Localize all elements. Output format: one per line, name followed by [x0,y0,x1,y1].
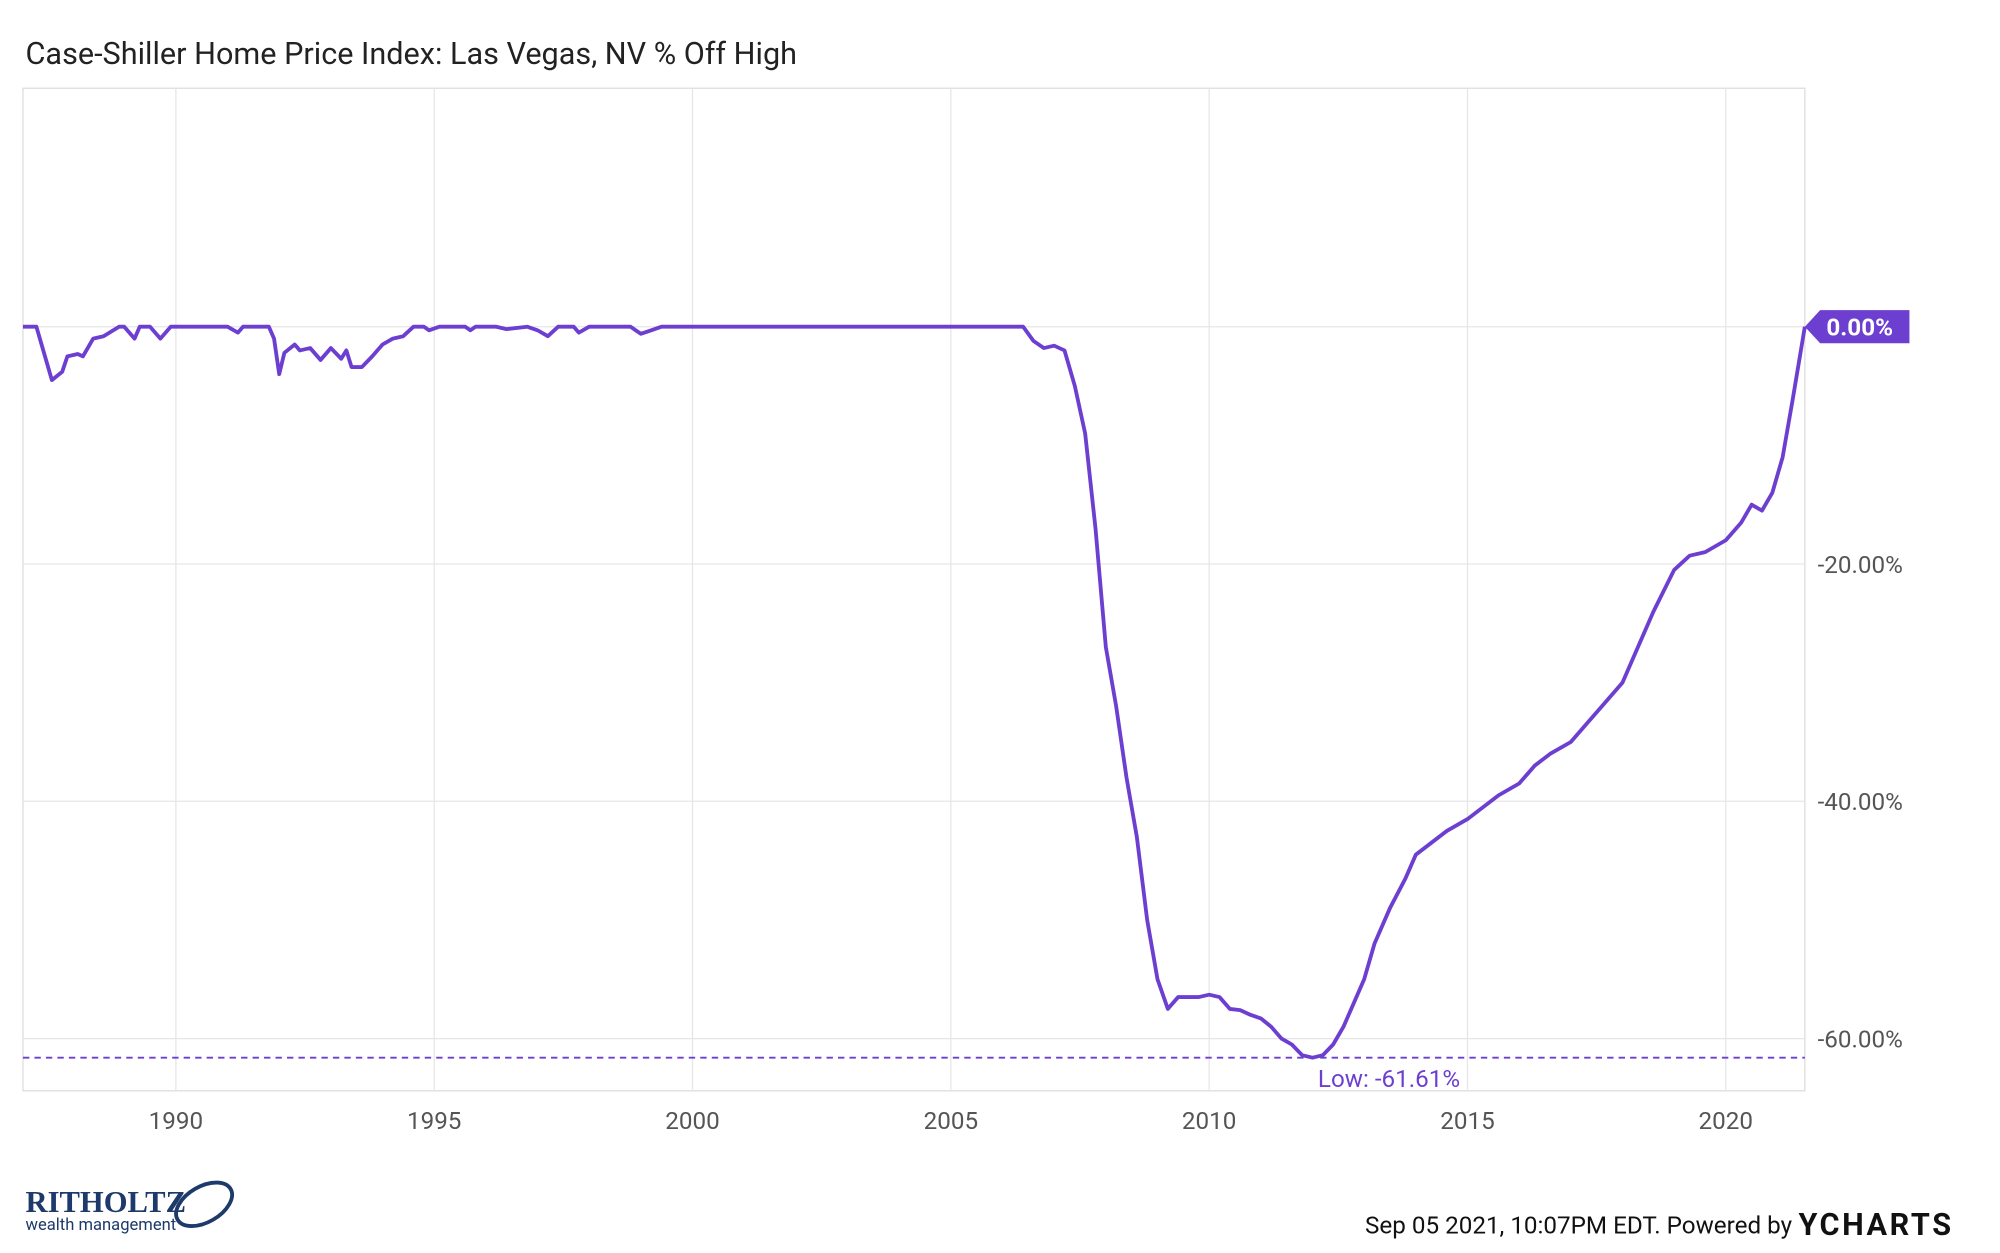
logo-tagline: wealth management [26,1216,177,1235]
y-tick-label: -60.00% [1818,1026,1903,1054]
x-tick-label: 1990 [149,1107,203,1135]
plot-border [22,87,1806,1092]
y-tick-label: -20.00% [1818,551,1903,579]
x-tick-label: 2000 [665,1107,719,1135]
plot: 1990 1995 2000 2005 2010 2015 2020 -60.00% -40.0… [22,88,1910,1135]
footer-timestamp: Sep 05 2021, 10:07PM EDT. Powered by [1365,1212,1793,1240]
value-badge [1804,310,1910,344]
x-tick-label: 2005 [924,1107,978,1135]
logo-icon [174,1180,234,1228]
x-tick-label: 1995 [407,1107,461,1135]
value-badge-label: 0.00% [1826,314,1893,342]
x-tick-label: 2020 [1699,1107,1753,1135]
data-line [22,324,1807,1060]
x-tick-label: 2010 [1182,1107,1236,1135]
low-label: Low: -61.61% [1318,1065,1460,1093]
x-tick-label: 2015 [1440,1107,1494,1135]
y-tick-label: -40.00% [1818,788,1903,816]
footer-brand: YCHARTS [1798,1208,1953,1243]
logo-name: RITHOLTZ [26,1185,187,1219]
chart-title: Case-Shiller Home Price Index: Las Vegas… [26,37,797,72]
